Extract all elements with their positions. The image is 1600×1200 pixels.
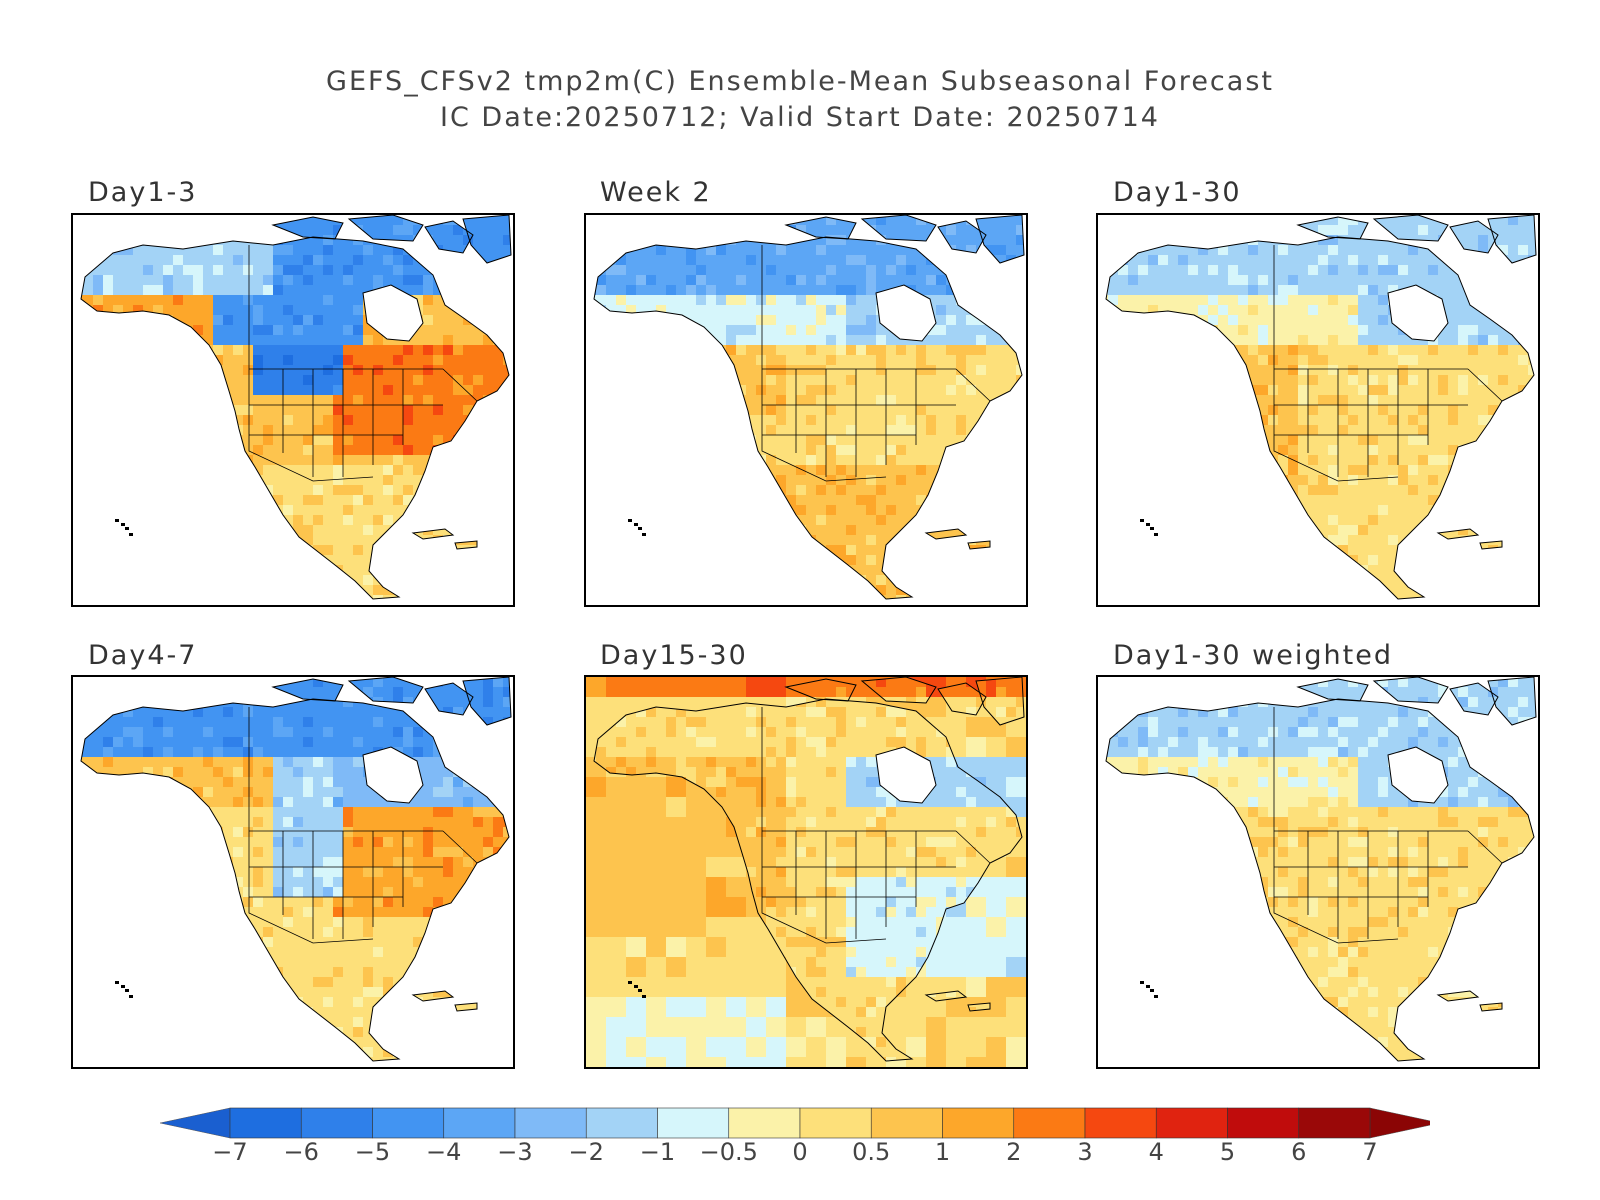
colorbar-tick-label: −7 [212, 1138, 247, 1165]
colorbar-tick-label: −5 [355, 1138, 390, 1165]
colorbar-tick-label: −2 [569, 1138, 604, 1165]
map-svg [593, 215, 1025, 600]
colorbar-tick-label: −1 [640, 1138, 675, 1165]
colorbar-tick-label: 4 [1149, 1138, 1164, 1165]
panel-label-day1-30: Day1-30 [1113, 177, 1242, 208]
colorbar-tick-label: 5 [1220, 1138, 1235, 1165]
colorbar-tick-label: 0 [792, 1138, 807, 1165]
map-panel-week2 [584, 213, 1028, 607]
colorbar-tick-label: 6 [1291, 1138, 1306, 1165]
colorbar-tick-label: 3 [1077, 1138, 1092, 1165]
title-line-1: GEFS_CFSv2 tmp2m(C) Ensemble-Mean Subsea… [326, 66, 1274, 97]
colorbar-tick-label: −3 [497, 1138, 532, 1165]
colorbar-box [229, 1107, 302, 1139]
colorbar-box [1298, 1107, 1371, 1139]
colorbar-box [942, 1107, 1015, 1139]
map-panel-day1-3 [71, 213, 515, 607]
map-svg [1105, 215, 1537, 600]
map-panel-day1-30-weighted [1096, 675, 1540, 1069]
colorbar-tick-label: 2 [1006, 1138, 1021, 1165]
colorbar-box [1227, 1107, 1300, 1139]
map-svg [1105, 677, 1537, 1062]
color-legend: −7 −6 −5 −4 −3 −2 −1 −0.5 0 0.5 1 2 3 4 5 6 7 [159, 1105, 1441, 1169]
map-svg [586, 677, 1026, 1067]
map-svg [80, 215, 512, 600]
colorbar-box [300, 1107, 373, 1139]
colorbar-tick-label: −4 [426, 1138, 461, 1165]
colorbar-tick-label: 7 [1362, 1138, 1377, 1165]
panel-label-day1-3: Day1-3 [88, 177, 198, 208]
panel-label-day4-7: Day4-7 [88, 640, 198, 671]
panel-label-day15-30: Day15-30 [600, 640, 748, 671]
colorbar-box [585, 1107, 658, 1139]
map-panel-day15-30 [584, 675, 1028, 1069]
colorbar-box [728, 1107, 801, 1139]
colorbar-box [799, 1107, 872, 1139]
colorbar-box [514, 1107, 587, 1139]
colorbar-box [372, 1107, 445, 1139]
panel-label-week2: Week 2 [600, 177, 712, 208]
colorbar-box [1013, 1107, 1086, 1139]
map-svg [80, 677, 512, 1062]
colorbar-tick-label: 1 [935, 1138, 950, 1165]
map-panel-day1-30 [1096, 213, 1540, 607]
colorbar-box [657, 1107, 730, 1139]
colorbar-tick-label: −0.5 [700, 1138, 758, 1165]
panel-label-day1-30-weighted: Day1-30 weighted [1113, 640, 1393, 671]
colorbar-box [443, 1107, 516, 1139]
colorbar-tick-label: 0.5 [852, 1138, 890, 1165]
colorbar-tick-label: −6 [284, 1138, 319, 1165]
title-line-2: IC Date:20250712; Valid Start Date: 2025… [440, 102, 1160, 133]
colorbar-box [870, 1107, 943, 1139]
map-panel-day4-7 [71, 675, 515, 1069]
colorbar-box [1084, 1107, 1157, 1139]
colorbar-box [1155, 1107, 1228, 1139]
